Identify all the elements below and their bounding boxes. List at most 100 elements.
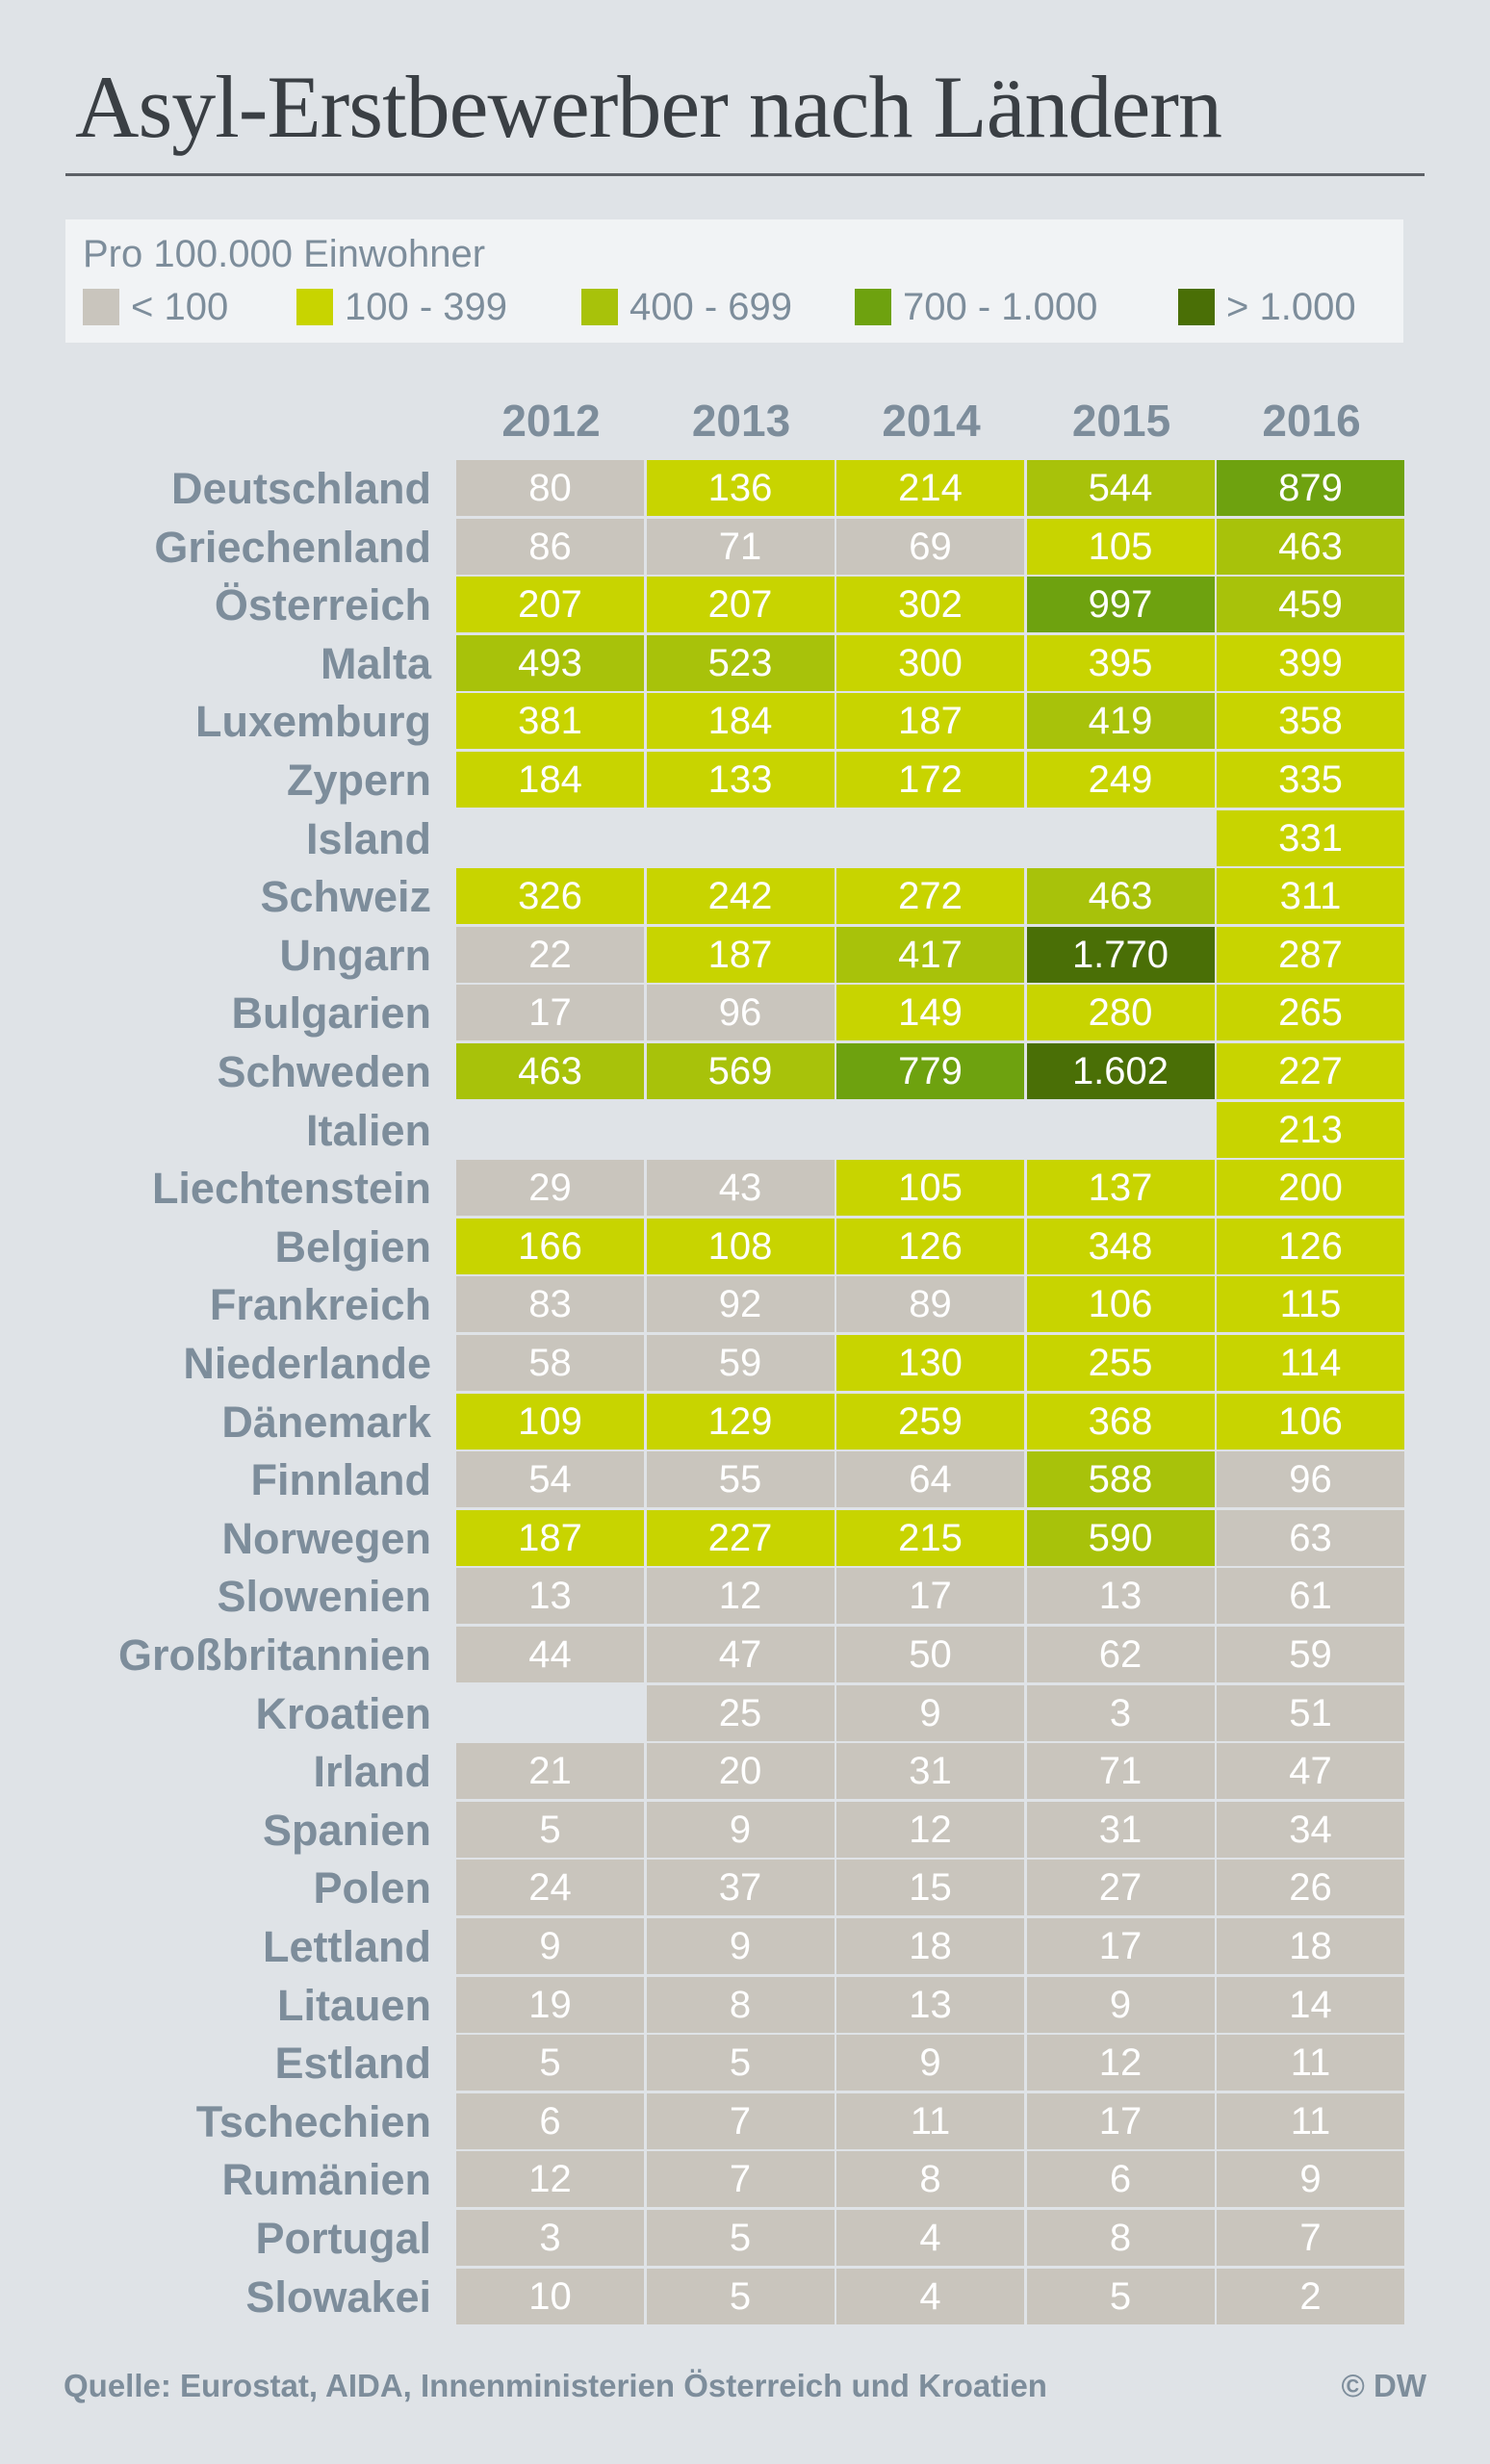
table-cell: 879 [1217, 460, 1404, 516]
row-label: Lettland [263, 1922, 431, 1971]
table-cell: 9 [646, 1801, 835, 1858]
table-cell: 1.770 [1026, 926, 1215, 983]
row-label: Finnland [250, 1455, 431, 1505]
row-label: Schweden [217, 1047, 431, 1096]
table-cell: 10 [456, 2268, 644, 2324]
table-cell: 4 [836, 2268, 1024, 2324]
table-cell: 26 [1217, 1860, 1404, 1916]
table-cell: 18 [836, 1918, 1024, 1974]
table-cell: 96 [1217, 1451, 1404, 1508]
row-label: Tschechien [195, 2096, 431, 2146]
row-label: Spanien [262, 1805, 431, 1855]
table-cell: 523 [646, 634, 835, 691]
table-cell: 51 [1217, 1684, 1404, 1741]
table-cell: 106 [1026, 1276, 1215, 1333]
row-label: Frankreich [209, 1280, 431, 1330]
table-cell: 311 [1217, 868, 1404, 925]
legend-label: 700 - 1.000 [903, 285, 1098, 328]
table-cell: 280 [1026, 985, 1215, 1041]
table-cell: 27 [1026, 1860, 1215, 1916]
table-cell: 249 [1026, 752, 1215, 808]
table-cell: 31 [836, 1743, 1024, 1800]
table-cell: 5 [456, 2035, 644, 2092]
table-cell: 19 [456, 1976, 644, 2033]
legend-swatch [855, 289, 891, 325]
table-cell: 358 [1217, 693, 1404, 750]
title-divider [65, 173, 1425, 176]
table-cell: 200 [1217, 1160, 1404, 1217]
table-cell: 588 [1026, 1451, 1215, 1508]
table-cell: 2 [1217, 2268, 1404, 2324]
table-cell: 47 [646, 1627, 835, 1682]
table-cell: 69 [836, 518, 1024, 575]
row-label: Litauen [276, 1980, 431, 2030]
table-cell: 8 [836, 2151, 1024, 2208]
table-cell: 21 [456, 1743, 644, 1800]
table-cell: 6 [1026, 2151, 1215, 2208]
row-label: Österreich [214, 580, 431, 630]
row-label: Zypern [286, 756, 431, 805]
row-label: Norwegen [221, 1513, 431, 1563]
table-cell: 214 [836, 460, 1024, 516]
table-cell: 34 [1217, 1801, 1404, 1858]
table-cell: 55 [646, 1451, 835, 1508]
column-header-2016: 2016 [1262, 396, 1361, 446]
table-cell: 71 [1026, 1743, 1215, 1800]
table-cell: 187 [836, 693, 1024, 750]
row-label: Slowakei [245, 2272, 431, 2322]
table-cell: 395 [1026, 634, 1215, 691]
table-cell: 569 [646, 1043, 835, 1099]
table-cell: 5 [646, 2210, 835, 2266]
table-cell: 50 [836, 1627, 1024, 1682]
chart-title: Asyl-Erstbewerber nach Ländern [75, 58, 1222, 156]
table-cell: 3 [1026, 1684, 1215, 1741]
row-label: Liechtenstein [151, 1164, 431, 1214]
table-cell: 4 [836, 2210, 1024, 2266]
table-cell: 300 [836, 634, 1024, 691]
table-cell: 255 [1026, 1335, 1215, 1391]
table-cell: 184 [456, 752, 644, 808]
source-note: Quelle: Eurostat, AIDA, Innenministerien… [64, 2368, 1047, 2403]
table-cell: 17 [1026, 2092, 1215, 2149]
table-cell: 18 [1217, 1918, 1404, 1974]
row-label: Luxemburg [194, 697, 431, 747]
legend-swatch [296, 289, 333, 325]
table-cell: 779 [836, 1043, 1024, 1099]
table-cell: 9 [836, 1684, 1024, 1741]
table-cell: 47 [1217, 1743, 1404, 1800]
table-cell: 7 [1217, 2210, 1404, 2266]
legend: Pro 100.000 Einwohner < 100 100 - 399 40… [65, 219, 1403, 343]
table-cell: 114 [1217, 1335, 1404, 1391]
table-cell: 24 [456, 1860, 644, 1916]
table-cell: 105 [836, 1160, 1024, 1217]
legend-swatch [83, 289, 119, 325]
table-cell: 12 [646, 1568, 835, 1625]
table-cell: 3 [456, 2210, 644, 2266]
table-cell: 83 [456, 1276, 644, 1333]
legend-item-gt1000: > 1.000 [1178, 286, 1356, 328]
table-cell: 61 [1217, 1568, 1404, 1625]
table-cell: 368 [1026, 1393, 1215, 1450]
table-cell: 58 [456, 1335, 644, 1391]
copyright: © DW [1341, 2368, 1426, 2403]
table-cell: 129 [646, 1393, 835, 1450]
table-cell: 59 [646, 1335, 835, 1391]
table-cell: 136 [646, 460, 835, 516]
table-cell: 187 [646, 926, 835, 983]
table-cell: 137 [1026, 1160, 1215, 1217]
table-cell: 184 [646, 693, 835, 750]
table-cell: 130 [836, 1335, 1024, 1391]
row-label: Ungarn [279, 930, 432, 980]
table-cell: 109 [456, 1393, 644, 1450]
table-cell: 44 [456, 1627, 644, 1682]
table-cell: 62 [1026, 1627, 1215, 1682]
table-cell: 12 [1026, 2035, 1215, 2092]
table-cell: 59 [1217, 1627, 1404, 1682]
row-label: Bulgarien [231, 988, 431, 1039]
table-cell: 172 [836, 752, 1024, 808]
column-header-2015: 2015 [1071, 396, 1171, 446]
table-cell: 54 [456, 1451, 644, 1508]
table-cell: 166 [456, 1218, 644, 1274]
row-label: Deutschland [170, 464, 431, 513]
table-cell: 9 [456, 1918, 644, 1974]
